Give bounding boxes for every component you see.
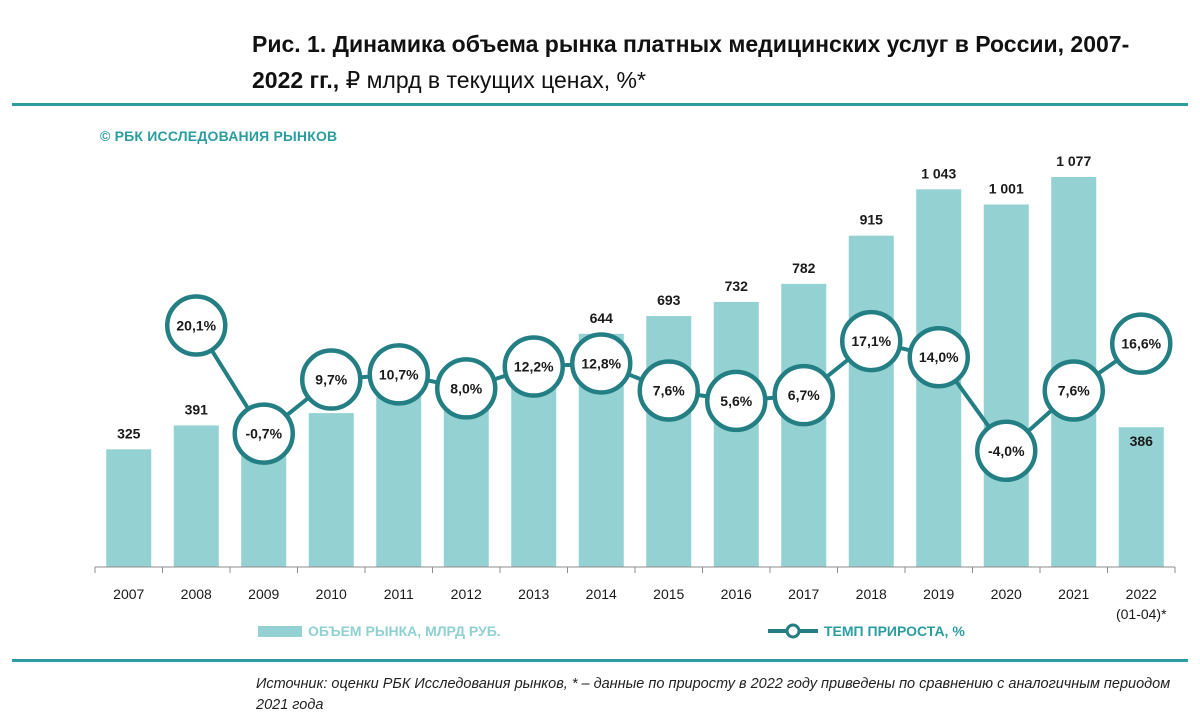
growth-label-2010: 9,7%	[315, 372, 347, 388]
top-divider	[12, 103, 1188, 106]
growth-marker-2008	[165, 294, 228, 357]
bar-value-label-2022: 386	[1130, 433, 1154, 449]
bar-value-label-2019: 1 043	[921, 165, 956, 181]
growth-label-2019: 14,0%	[919, 349, 959, 365]
legend-volume-swatch	[258, 625, 302, 637]
chart-title-main: Рис. 1. Динамика объема рынка платных ме…	[252, 31, 1130, 93]
growth-marker-2022	[1110, 312, 1173, 375]
bar-value-label-2020: 1 001	[989, 181, 1024, 197]
source-note: Источник: оценки РБК Исследования рынков…	[256, 676, 1171, 713]
x-tick-label-2019: 2019	[923, 586, 954, 602]
growth-marker-2017	[772, 363, 835, 427]
growth-label-2012: 8,0%	[450, 380, 482, 396]
growth-marker-2019	[907, 325, 970, 389]
growth-marker-2018	[840, 309, 903, 373]
growth-marker-2010	[300, 348, 363, 411]
bottom-divider	[12, 659, 1188, 662]
x-tick-label-2010: 2010	[316, 586, 347, 602]
x-tick-label-2007: 2007	[113, 586, 144, 602]
x-tick-label-2021: 2021	[1058, 586, 1089, 602]
bar-value-label-2007: 325	[117, 425, 141, 441]
x-tick-label-2009: 2009	[248, 586, 279, 602]
growth-marker-2021	[1042, 359, 1105, 422]
growth-marker-2012	[435, 357, 498, 420]
x-tick-label-2015: 2015	[653, 586, 684, 602]
legend-volume: ОБЪЕМ РЫНКА, МЛРД РУБ.	[258, 621, 501, 641]
growth-marker-2015	[637, 359, 700, 422]
growth-label-2009: -0,7%	[245, 426, 282, 442]
growth-label-2021: 7,6%	[1058, 382, 1090, 398]
x-tick-label-2013: 2013	[518, 586, 549, 602]
growth-label-2016: 5,6%	[720, 393, 752, 409]
x-tick-label-2008: 2008	[181, 586, 212, 602]
bar-2007	[106, 449, 152, 567]
legend-volume-label: ОБЪЕМ РЫНКА, МЛРД РУБ.	[308, 623, 501, 639]
x-tick-label-2016: 2016	[721, 586, 752, 602]
growth-label-2008: 20,1%	[176, 317, 216, 333]
bar-value-label-2018: 915	[860, 212, 884, 228]
growth-label-2018: 17,1%	[851, 333, 891, 349]
chart-title: Рис. 1. Динамика объема рынка платных ме…	[252, 26, 1152, 98]
growth-label-2011: 10,7%	[379, 366, 419, 382]
bar-value-label-2021: 1 077	[1056, 153, 1091, 169]
growth-marker-2013	[502, 335, 565, 398]
x-tick-label-2017: 2017	[788, 586, 819, 602]
legend-growth-label: ТЕМП ПРИРОСТА, %	[824, 623, 965, 639]
growth-markers-layer: 20,1% -0,7% 9,7% 10,7% 8,0% 12,2% 12,8% 7,6% 5,6…	[165, 294, 1173, 483]
bar-2015	[646, 316, 692, 567]
growth-label-2022: 16,6%	[1121, 336, 1161, 352]
growth-marker-2009	[232, 402, 295, 465]
x-tick-label-2014: 2014	[586, 586, 617, 602]
growth-label-2014: 12,8%	[581, 355, 621, 371]
growth-label-2017: 6,7%	[788, 387, 820, 403]
bar-value-label-2008: 391	[185, 401, 209, 417]
growth-marker-2011	[367, 343, 430, 406]
growth-label-2015: 7,6%	[653, 382, 685, 398]
x-tick-label-2011: 2011	[384, 586, 414, 602]
x-tick-label-2018: 2018	[856, 586, 887, 602]
bar-value-label-2014: 644	[590, 310, 614, 326]
growth-marker-2014	[570, 332, 633, 395]
bar-value-label-2017: 782	[792, 260, 816, 276]
bar-2022	[1118, 427, 1164, 567]
bar-2018	[848, 235, 894, 567]
x-axis: 2007 2008 2009 2010 2011 2012 2013 2014 2015 2016…	[94, 566, 1176, 622]
bar-value-label-2015: 693	[657, 292, 681, 308]
copyright-label: © РБК ИССЛЕДОВАНИЯ РЫНКОВ	[100, 128, 338, 144]
growth-marker-2016	[705, 369, 768, 433]
growth-label-2013: 12,2%	[514, 359, 554, 375]
x-tick-label-2012: 2012	[451, 586, 482, 602]
legend-growth: ТЕМП ПРИРОСТА, %	[768, 621, 965, 641]
x-tick-label-2022: 2022	[1126, 586, 1157, 602]
bar-2010	[308, 413, 354, 567]
x-tick-label-2020: 2020	[991, 586, 1022, 602]
bar-2008	[173, 425, 219, 567]
bars-layer	[106, 177, 1164, 568]
growth-label-2020: -4,0%	[988, 443, 1025, 459]
x-tick-sublabel-2022: (01-04)*	[1116, 606, 1167, 622]
legend-growth-swatch	[768, 623, 818, 639]
bar-2011	[376, 396, 422, 567]
growth-marker-2020	[975, 419, 1038, 483]
bar-2020	[983, 204, 1029, 568]
bar-value-label-2016: 732	[725, 278, 749, 294]
chart-title-unit: ₽ млрд в текущих ценах, %*	[339, 67, 646, 93]
bar-2016	[713, 301, 759, 567]
